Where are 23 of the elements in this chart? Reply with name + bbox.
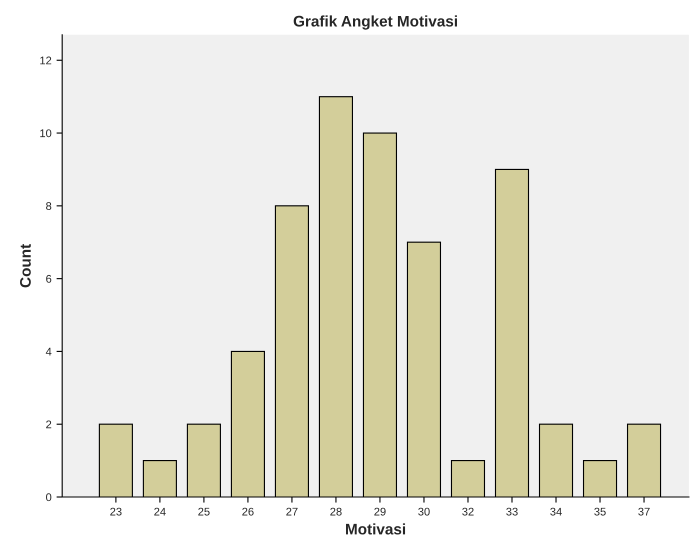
x-tick-label: 24	[154, 508, 166, 516]
x-tick-label: 37	[638, 508, 650, 516]
y-tick-label: 0	[46, 493, 52, 502]
x-axis-title: Motivasi	[346, 523, 406, 535]
y-tick-label: 4	[46, 348, 52, 356]
x-tick-label: 35	[594, 508, 606, 516]
x-tick-label: 32	[462, 508, 474, 516]
y-tick-label: 10	[40, 129, 52, 138]
y-tick-label: 12	[40, 56, 52, 64]
x-tick-label: 28	[330, 508, 342, 516]
y-tick-label: 8	[46, 202, 52, 210]
chart-title: Grafik Angket Motivasi	[294, 15, 457, 30]
x-tick-label: 30	[418, 508, 430, 516]
x-tick-label: 29	[374, 508, 386, 516]
x-tick-label: 25	[198, 508, 210, 516]
x-tick-label: 34	[550, 508, 562, 516]
y-tick-label: 2	[46, 420, 52, 428]
x-tick-label: 23	[110, 508, 122, 516]
y-tick-label: 6	[46, 274, 52, 283]
x-tick-label: 33	[506, 508, 518, 516]
x-tick-label: 26	[242, 508, 254, 516]
y-axis-title: Count	[20, 244, 31, 288]
x-tick-label: 27	[286, 508, 298, 516]
